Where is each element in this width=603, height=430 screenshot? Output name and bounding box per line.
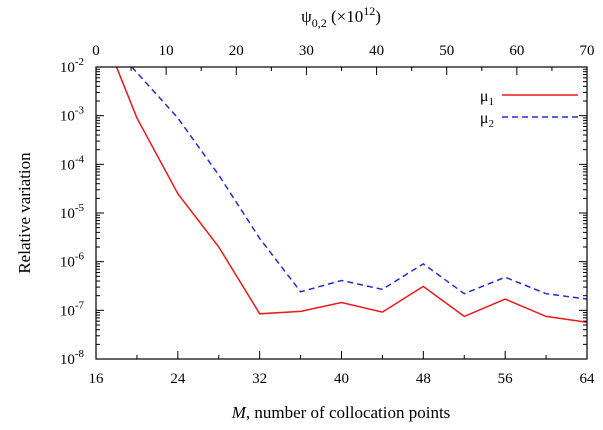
series-line-mu1 — [115, 67, 587, 323]
x-tick-label: 48 — [416, 371, 431, 387]
top-axis-title-symbol: ψ — [301, 7, 312, 26]
y-tick-label: 10-2 — [60, 56, 84, 76]
top-x-tick-label: 70 — [580, 43, 595, 59]
y-tick-label: 10-6 — [60, 251, 85, 271]
x-tick-label: 64 — [580, 371, 596, 387]
y-tick-label: 10-8 — [60, 348, 85, 368]
top-x-tick-label: 60 — [509, 43, 524, 59]
top-x-tick-label: 50 — [439, 43, 454, 59]
top-x-tick-label: 0 — [92, 43, 100, 59]
x-axis-title-symbol: M — [231, 403, 247, 422]
top-axis-title: ψ0,2 (×1012) — [301, 4, 381, 30]
x-tick-label: 32 — [252, 371, 267, 387]
x-axis-title: M, number of collocation points — [231, 403, 451, 422]
plot-frame — [95, 66, 588, 360]
top-x-tick-label: 40 — [369, 43, 384, 59]
top-axis-title-sup: 12 — [363, 4, 375, 18]
x-tick-label: 24 — [170, 371, 186, 387]
legend-label-mu2: μ2 — [480, 110, 494, 130]
top-x-tick-label: 10 — [159, 43, 174, 59]
series-line-mu2 — [131, 67, 587, 300]
y-tick-label: 10-5 — [60, 202, 85, 222]
y-tick-label: 10-4 — [60, 153, 85, 173]
top-axis-title-sub: 0,2 — [312, 16, 327, 30]
top-x-tick-label: 30 — [299, 43, 314, 59]
top-x-tick-label: 20 — [229, 43, 244, 59]
top-axis-title-end: ) — [375, 7, 381, 26]
x-tick-label: 16 — [89, 371, 105, 387]
y-axis-title: Relative variation — [15, 152, 34, 274]
top-axis-title-mid: (×10 — [327, 7, 364, 26]
y-tick-label: 10-3 — [60, 105, 85, 125]
x-tick-label: 40 — [334, 371, 349, 387]
x-axis-title-text: , number of collocation points — [246, 403, 450, 422]
legend-label-mu1: μ1 — [480, 88, 494, 108]
x-tick-label: 56 — [498, 371, 514, 387]
legend: μ1 μ2 — [480, 88, 578, 130]
y-tick-label: 10-7 — [60, 299, 85, 319]
